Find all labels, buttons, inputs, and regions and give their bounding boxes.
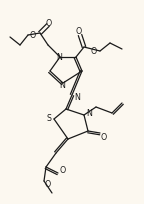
Text: O: O (46, 18, 52, 27)
Text: O: O (45, 180, 51, 188)
Text: O: O (101, 132, 107, 141)
Text: N: N (59, 81, 65, 90)
Text: N: N (56, 52, 62, 61)
Text: O: O (30, 30, 36, 39)
Text: O: O (60, 166, 66, 175)
Text: N: N (86, 109, 92, 118)
Text: O: O (91, 46, 97, 55)
Text: O: O (76, 27, 82, 36)
Text: S: S (47, 114, 52, 123)
Text: N: N (74, 93, 80, 102)
